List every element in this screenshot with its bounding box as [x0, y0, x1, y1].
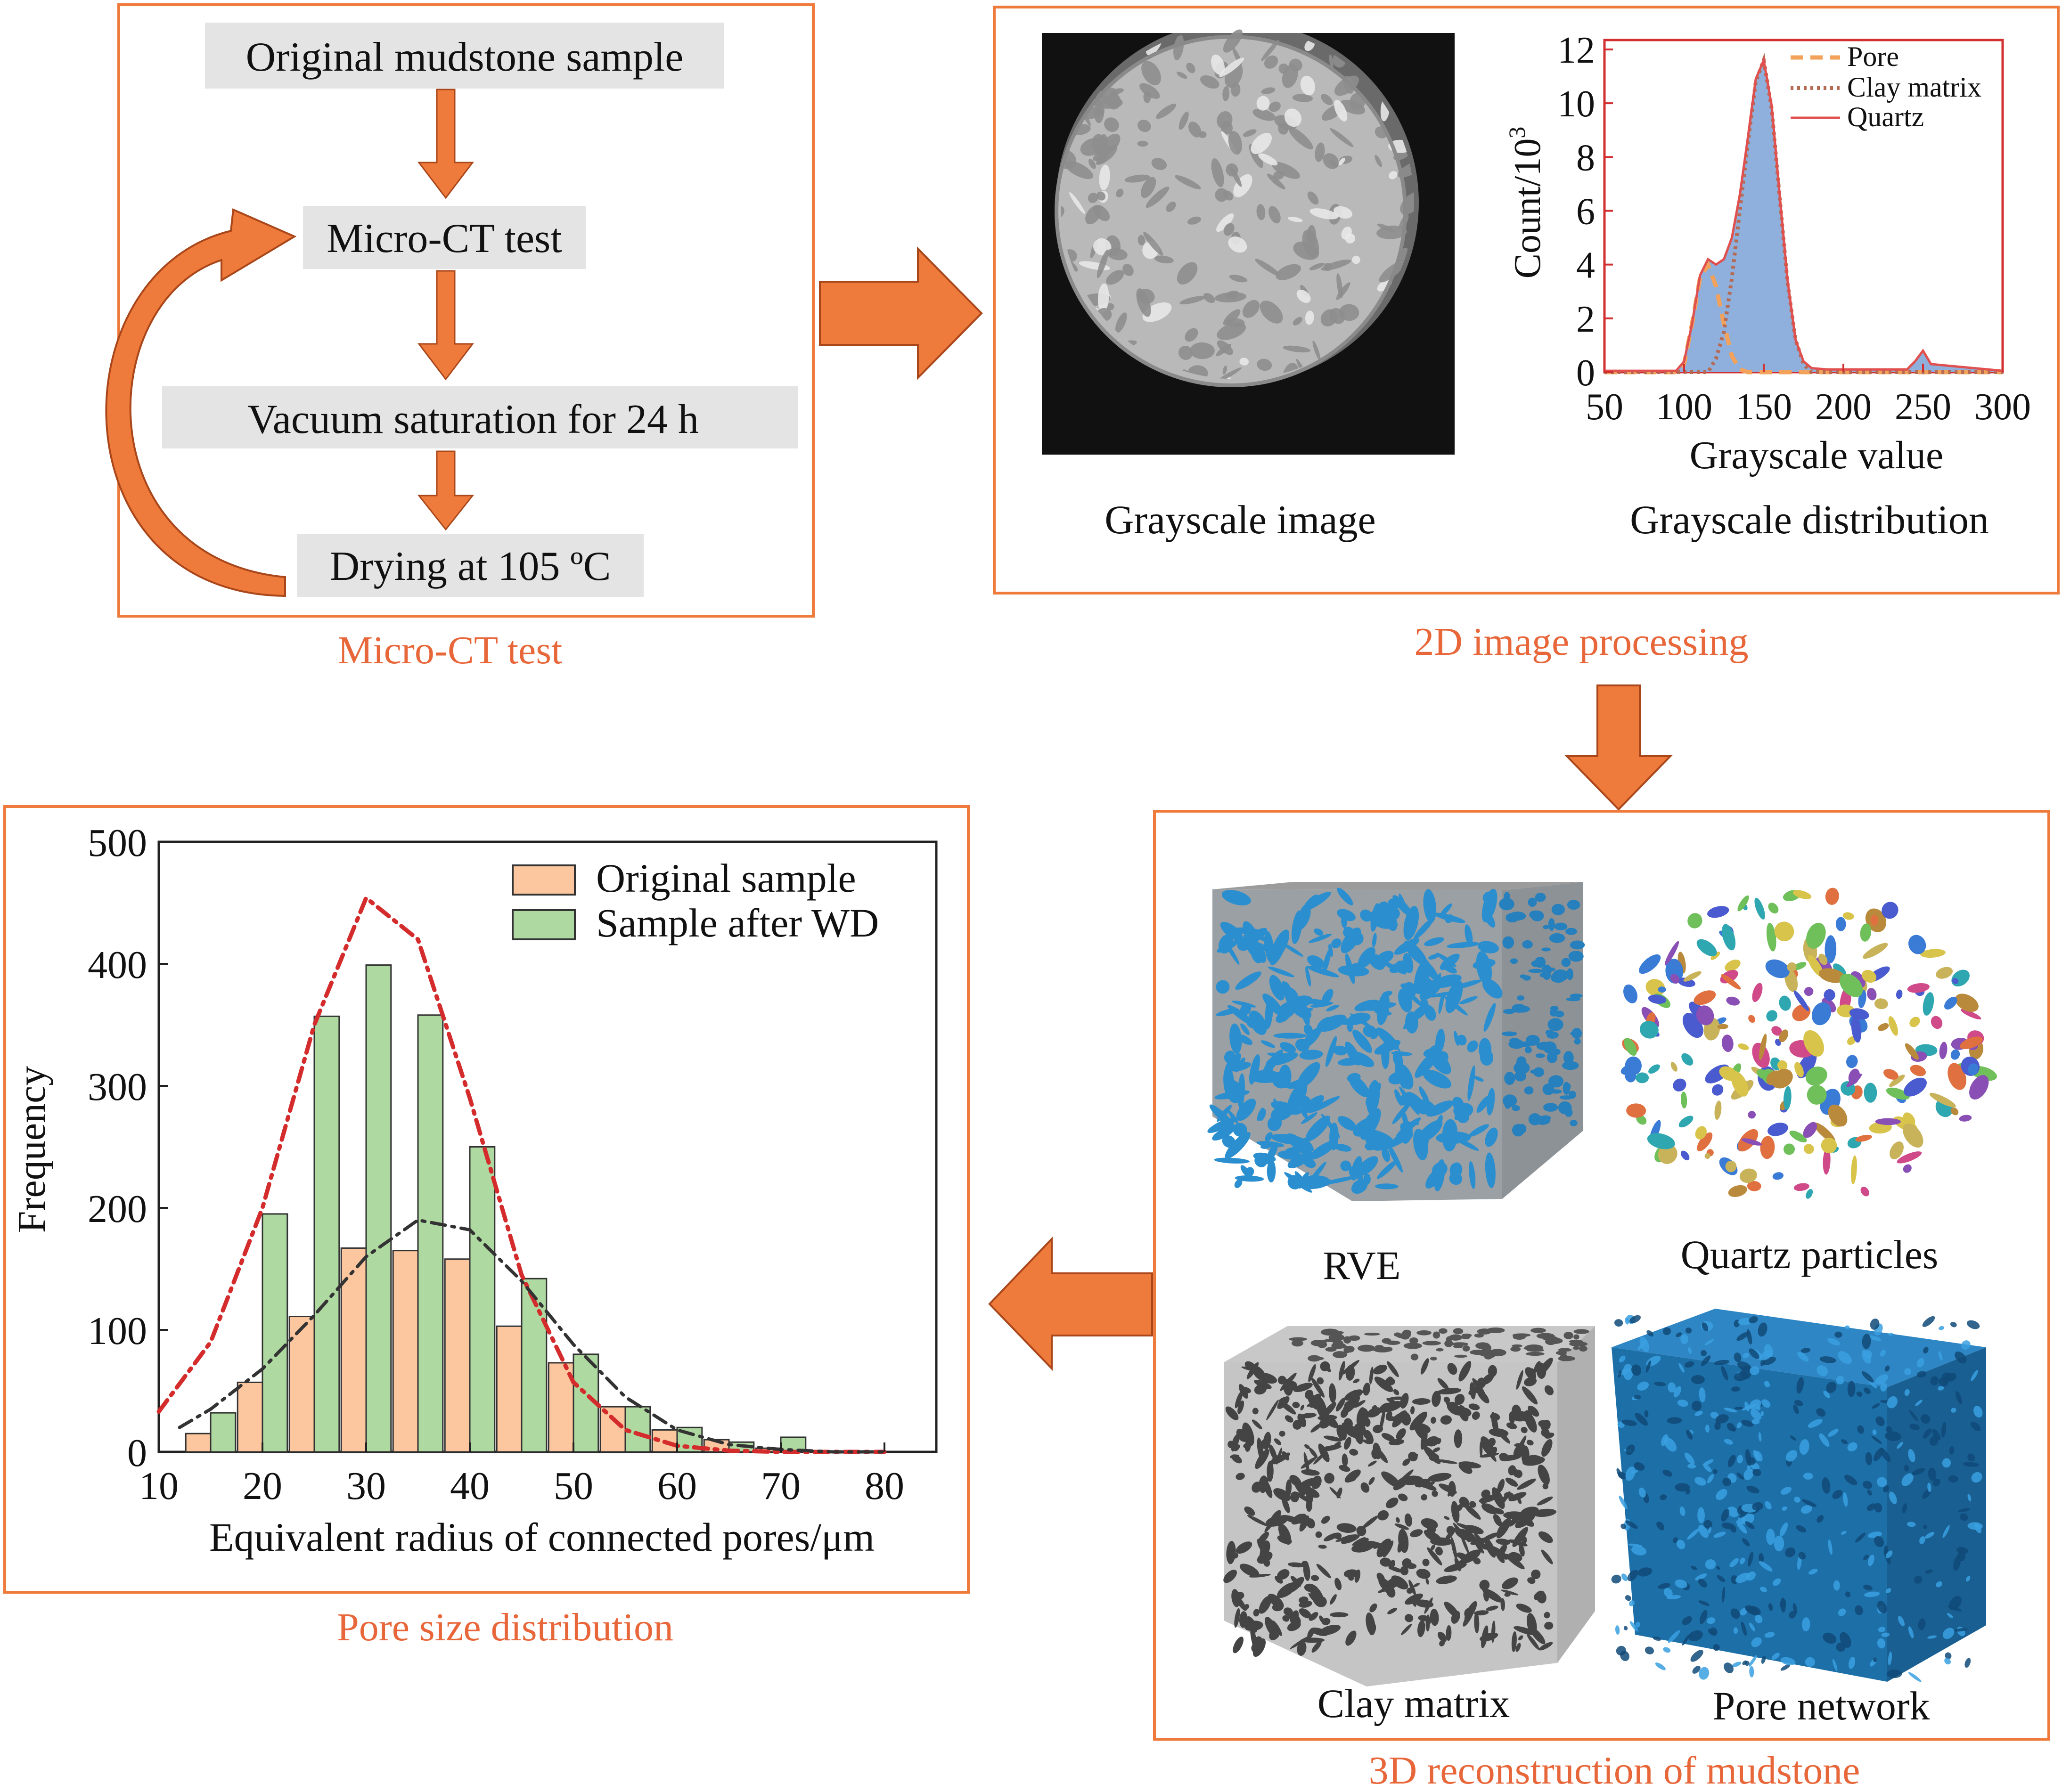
quartz-particles-cloud: [1620, 888, 1997, 1199]
bar-original-sample: [496, 1325, 523, 1453]
bar-sample-after-wd: [313, 1015, 340, 1453]
pore-y-tick-label: 400: [88, 943, 147, 987]
micro-ct-panel: Original mudstone sample Micro-CT test V…: [105, 3, 815, 672]
grayscale-distribution-label: Grayscale distribution: [1630, 497, 1989, 542]
bar-sample-after-wd: [262, 1213, 288, 1453]
pore-y-tick-label: 100: [88, 1309, 147, 1353]
histogram-y-tick-label: 2: [1576, 299, 1595, 340]
histogram-y-tick-label: 4: [1576, 245, 1595, 286]
pore-x-tick-label: 40: [450, 1464, 490, 1508]
pore-y-tick-label: 200: [88, 1187, 147, 1231]
step-micro-ct-label: Micro-CT test: [327, 216, 562, 261]
pore-y-tick-label: 300: [88, 1065, 147, 1109]
bar-sample-after-wd: [469, 1146, 496, 1453]
histogram-y-tick-label: 8: [1576, 137, 1595, 179]
histogram-legend-label: Clay matrix: [1847, 72, 1981, 103]
histogram-x-tick-label: 150: [1735, 386, 1792, 428]
step-drying-label: Drying at 105 ºC: [330, 544, 611, 589]
image-processing-panel-frame: [993, 6, 2060, 595]
pore-legend-label: Sample after WD: [596, 900, 879, 945]
pore-y-tick-label: 500: [88, 821, 147, 865]
fit-curve-original-sample: [178, 1218, 886, 1454]
pore-x-tick-label: 10: [139, 1464, 179, 1508]
bar-original-sample: [185, 1433, 212, 1453]
histogram-legend-label: Pore: [1847, 41, 1899, 72]
histogram-series-2: [1604, 56, 2003, 372]
histogram-y-tick-label: 0: [1576, 352, 1595, 394]
pore-size-panel: Frequency Equivalent radius of connected…: [3, 805, 970, 1649]
pore-legend-label: Original sample: [596, 855, 856, 901]
grayscale-image-label: Grayscale image: [1105, 497, 1375, 542]
pore-chart-frame: [157, 840, 938, 1453]
pore-chart-y-axis-label: Frequency: [10, 1066, 54, 1233]
pore-chart-x-axis-label: Equivalent radius of connected pores/μm: [209, 1515, 875, 1560]
histogram-frame: [1603, 39, 2004, 374]
bar-original-sample: [599, 1406, 626, 1453]
quartz-particles-label: Quartz particles: [1681, 1232, 1939, 1277]
clay-matrix-cube: [1223, 1326, 1595, 1686]
bar-sample-after-wd: [417, 1014, 444, 1453]
histogram-x-tick-label: 200: [1815, 386, 1872, 428]
histogram-x-tick-label: 100: [1656, 386, 1712, 428]
histogram-y-axis-label: Count/103: [1504, 127, 1548, 279]
down-arrow-icon: [417, 89, 475, 531]
histogram-x-axis-label: Grayscale value: [1690, 433, 1944, 477]
step-original-sample-box: [205, 23, 724, 89]
grayscale-histogram-chart: Count/103 Grayscale value 50 100 150 200 250…: [1504, 30, 2031, 477]
bar-original-sample: [340, 1247, 367, 1453]
reconstruction-panel-frame: [1153, 810, 2050, 1741]
fit-curve-sample-after-wd: [156, 894, 887, 1454]
pore-legend-swatch: [512, 909, 576, 940]
step-drying-box: [297, 534, 644, 597]
bar-original-sample: [237, 1381, 263, 1453]
pore-network-label: Pore network: [1713, 1683, 1930, 1728]
loop-back-arrow-icon: [105, 208, 297, 597]
pore-y-tick-label: 0: [127, 1431, 147, 1475]
down-arrow-icon: [1564, 684, 1673, 811]
pore-x-tick-label: 70: [761, 1464, 801, 1508]
step-micro-ct-box: [303, 206, 586, 269]
left-arrow-icon: [988, 1237, 1153, 1371]
histogram-y-tick-label: 6: [1576, 191, 1595, 233]
histogram-y-tick-label: 12: [1557, 30, 1595, 71]
image-processing-panel: Grayscale image Grayscale distribution C…: [993, 6, 2060, 664]
bar-original-sample: [444, 1258, 471, 1453]
reconstruction-panel: RVE Quartz particles Clay matrix Pore ne…: [1153, 810, 2050, 1792]
pore-x-tick-label: 20: [243, 1464, 282, 1508]
bar-sample-after-wd: [210, 1412, 237, 1453]
pore-x-tick-label: 60: [657, 1464, 697, 1508]
pore-legend-swatch: [512, 864, 576, 896]
bar-sample-after-wd: [365, 964, 392, 1453]
step-vacuum-box: [162, 386, 798, 448]
pore-x-tick-label: 50: [554, 1464, 593, 1508]
pore-network-cube: [1611, 1309, 1986, 1682]
rve-label: RVE: [1323, 1243, 1400, 1288]
bar-original-sample: [392, 1250, 419, 1453]
histogram-fill-area: [1604, 60, 2003, 373]
pore-size-panel-frame: [3, 805, 970, 1594]
step-original-sample-label: Original mudstone sample: [246, 34, 684, 80]
step-vacuum-label: Vacuum saturation for 24 h: [247, 397, 699, 442]
reconstruction-caption: 3D reconstruction of mudstone: [1369, 1749, 1860, 1790]
histogram-y-tick-label: 10: [1557, 83, 1595, 125]
pore-size-histogram-chart: Frequency Equivalent radius of connected…: [10, 821, 938, 1560]
right-arrow-icon: [819, 246, 983, 380]
histogram-x-tick-label: 300: [1974, 386, 2031, 428]
image-processing-caption: 2D image processing: [1414, 620, 1748, 664]
clay-matrix-label: Clay matrix: [1317, 1681, 1510, 1726]
pore-size-caption: Pore size distribution: [337, 1605, 673, 1649]
pore-x-tick-label: 80: [865, 1464, 904, 1508]
histogram-series-0: [1604, 260, 2003, 375]
histogram-x-tick-label: 250: [1895, 386, 1951, 428]
micro-ct-panel-frame: [117, 3, 815, 618]
rve-cube: [1207, 882, 1585, 1201]
bar-original-sample: [288, 1316, 315, 1453]
micro-ct-caption: Micro-CT test: [338, 628, 563, 672]
pore-x-tick-label: 30: [346, 1464, 386, 1508]
bar-sample-after-wd: [521, 1278, 548, 1453]
histogram-legend-label: Quartz: [1847, 101, 1924, 132]
histogram-x-tick-label: 50: [1586, 386, 1623, 428]
grayscale-ct-image: [1042, 26, 1455, 455]
